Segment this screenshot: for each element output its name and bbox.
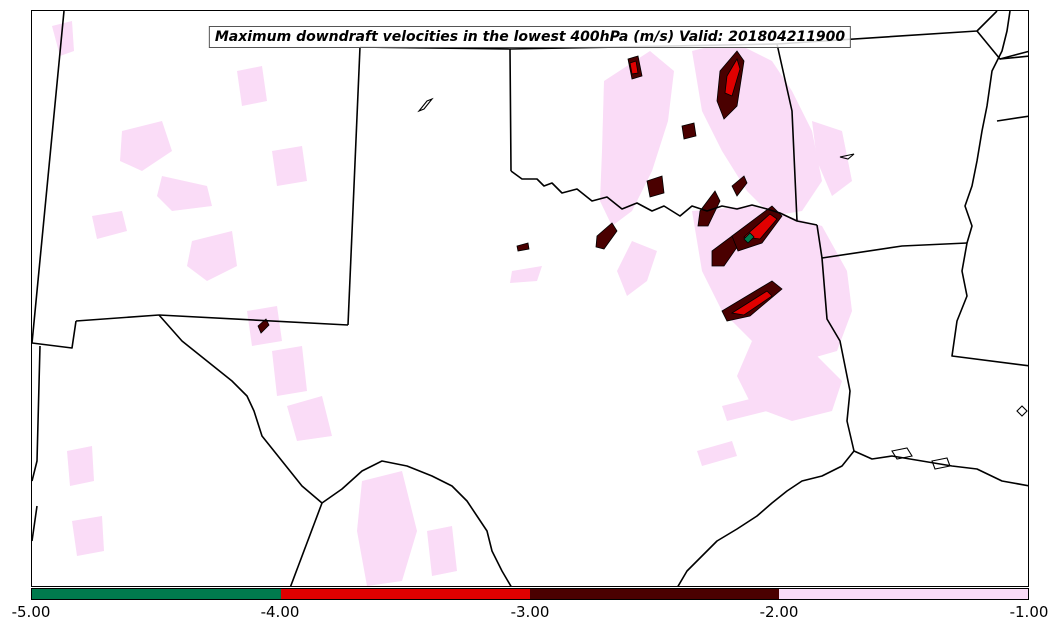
dark-core-11 [257, 318, 270, 334]
lake-2 [839, 153, 855, 160]
green-core [743, 232, 755, 244]
pink-patch-mexico [357, 471, 417, 586]
ms-river-south [951, 242, 1028, 367]
dark-core-10 [731, 175, 748, 197]
colorbar-segment-red [281, 589, 530, 599]
mo-border-east-2 [999, 50, 1028, 60]
colorbar-segment-darkred [530, 589, 779, 599]
nm-north-border [359, 46, 512, 172]
colorbar-segment-pink [779, 589, 1028, 599]
colorbar-tick-label: -2.00 [759, 603, 799, 621]
dark-core-9 [681, 122, 697, 140]
pink-streak-2 [617, 241, 657, 296]
tx-la-border [821, 257, 855, 452]
pink-patch-west-2 [157, 176, 212, 211]
pink-patch-west-3 [187, 231, 237, 281]
colorbar [31, 588, 1029, 600]
colorbar-segment-green [32, 589, 281, 599]
pink-patch-west-1 [120, 121, 172, 171]
lake-1 [417, 97, 434, 113]
mexico-state-line-1 [289, 502, 323, 586]
red-core-6 [743, 213, 778, 240]
panhandle-south-border [158, 314, 349, 326]
lake-5 [931, 457, 951, 470]
rio-grande [158, 314, 512, 586]
pink-patch-mexico-3 [67, 446, 94, 486]
small-water-bodies [417, 97, 1028, 470]
pink-band-oklahoma [600, 51, 674, 226]
dark-core-12 [516, 242, 530, 252]
strong-downdraft-cores [257, 50, 783, 334]
weak-downdraft-shading [52, 21, 852, 586]
mexico-state-line-3 [32, 505, 38, 542]
nm-south-border [75, 314, 160, 322]
red-core-8 [730, 290, 773, 316]
map-canvas [32, 11, 1028, 586]
pink-band-ok-east [692, 41, 822, 216]
colorbar-tick-label: -3.00 [510, 603, 550, 621]
map-title: Maximum downdraft velocities in the lowe… [208, 26, 852, 48]
dark-core-3 [646, 175, 665, 198]
ar-la-border [816, 224, 968, 259]
colorbar-tick-label: -1.00 [1009, 603, 1049, 621]
nm-east-border [347, 46, 361, 326]
pink-patch-tx-w-2 [287, 396, 332, 441]
political-boundaries [32, 11, 1028, 586]
pink-patch-west-4 [52, 21, 74, 56]
colorbar-tick-label: -5.00 [11, 603, 51, 621]
gulf-coast [853, 450, 1028, 487]
pink-patch-mexico-4 [72, 516, 104, 556]
ms-river [964, 11, 1011, 244]
ok-east-border [776, 43, 798, 222]
red-core-2 [629, 60, 639, 75]
mexico-state-line-2 [32, 345, 41, 482]
colorbar-tick-label: -4.00 [260, 603, 300, 621]
pink-patch-nm-1 [237, 66, 267, 106]
az-nm-south-step [32, 320, 77, 349]
dark-core-7 [595, 222, 618, 250]
colorado-nm-boundary-west [32, 11, 65, 344]
dark-core-5 [711, 235, 741, 267]
map-panel: Maximum downdraft velocities in the lowe… [31, 10, 1029, 587]
lake-3 [1016, 405, 1028, 417]
pink-streak-5 [722, 396, 767, 421]
pink-streak-4 [697, 441, 737, 466]
ar-ms-border [996, 115, 1028, 122]
red-river [510, 170, 818, 226]
dark-core-4 [697, 190, 721, 227]
pink-patch-west-5 [92, 211, 127, 239]
red-core-1 [724, 58, 741, 97]
pink-streak-1 [812, 121, 852, 196]
pink-streak-3 [510, 266, 542, 283]
pink-patch-tx-w-1 [272, 346, 307, 396]
lake-4 [891, 447, 913, 460]
tx-coast [677, 450, 855, 586]
pink-patch-nm-2 [272, 146, 307, 186]
pink-patch-mexico-2 [427, 526, 457, 576]
